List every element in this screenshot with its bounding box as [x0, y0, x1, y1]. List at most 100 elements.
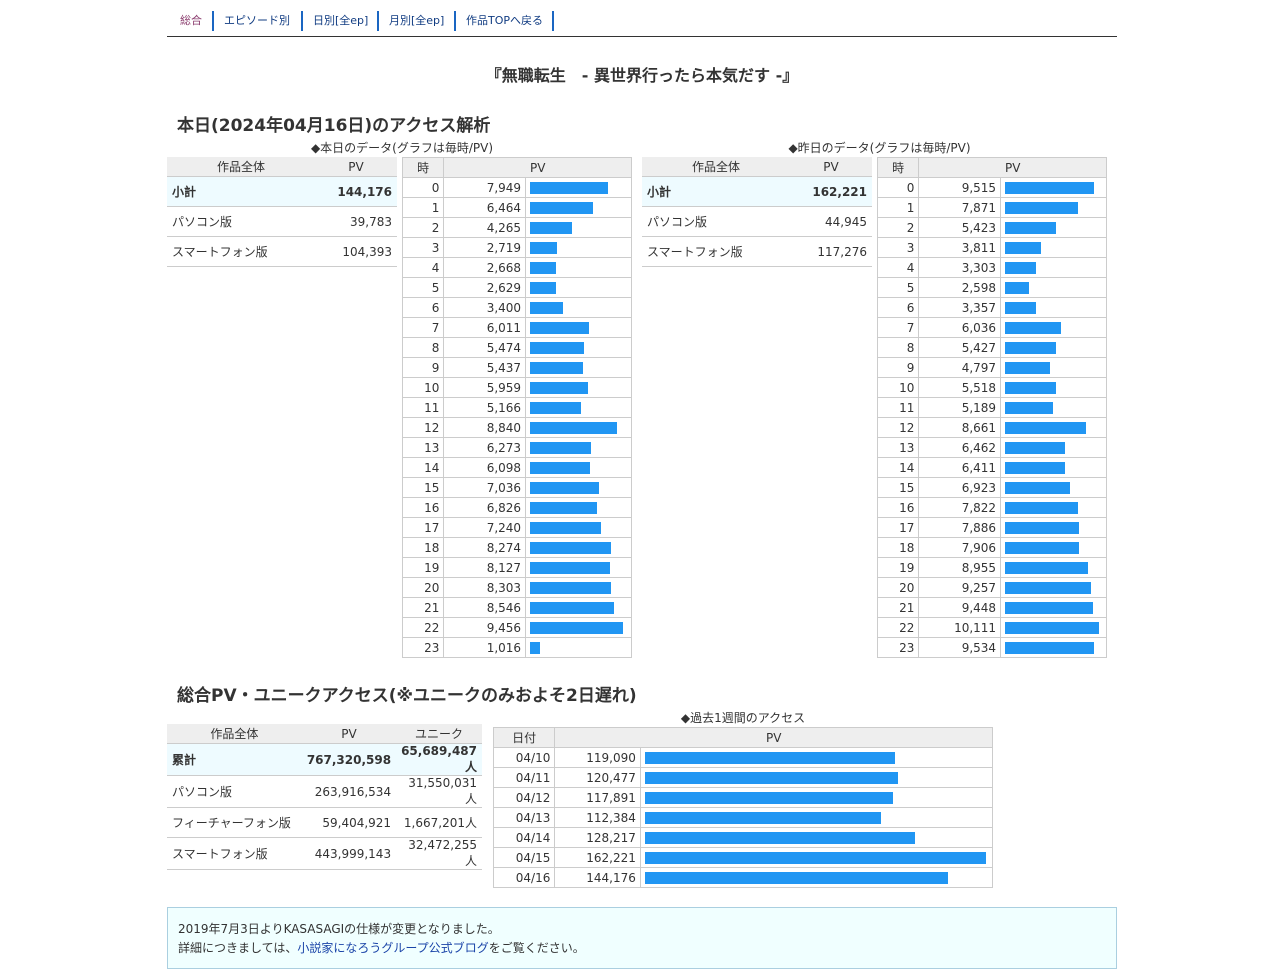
- bar-cell: [525, 357, 632, 378]
- table-row: 23 9,534: [876, 637, 1107, 658]
- nav-divider: [552, 11, 554, 31]
- bar-cell: [639, 787, 994, 808]
- row-label: スマートフォン版: [167, 236, 315, 267]
- row-label: 6: [876, 297, 920, 318]
- bar-cell: [525, 257, 632, 278]
- table-row: 17 7,240: [401, 517, 632, 538]
- row-pv: 39,783: [315, 206, 397, 237]
- table-row: 5 2,598: [876, 277, 1107, 298]
- row-pv: 6,462: [918, 437, 1002, 458]
- pv-bar: [530, 241, 558, 254]
- row-pv: 8,840: [443, 417, 527, 438]
- pv-bar: [530, 341, 585, 354]
- table-row: 14 6,411: [876, 457, 1107, 478]
- nav-episode[interactable]: エピソード別: [224, 14, 290, 27]
- pv-bar: [644, 851, 986, 864]
- row-pv: 6,036: [918, 317, 1002, 338]
- row-label: 4: [876, 257, 920, 278]
- row-label: 16: [401, 497, 445, 518]
- row-pv: 6,011: [443, 317, 527, 338]
- bar-cell: [525, 377, 632, 398]
- table-row: 20 8,303: [401, 577, 632, 598]
- row-unique: 32,472,255人: [396, 837, 482, 870]
- row-pv: 9,257: [918, 577, 1002, 598]
- bar-cell: [639, 867, 994, 888]
- col-header: PV: [918, 157, 1107, 178]
- table-row: 10 5,518: [876, 377, 1107, 398]
- table-row: 6 3,400: [401, 297, 632, 318]
- table-header: 時 PV: [401, 157, 632, 178]
- notice-box: 2019年7月3日よりKASASAGIの仕様が変更となりました。 詳細につきまし…: [167, 907, 1117, 969]
- table-row: スマートフォン版 443,999,143 32,472,255人: [167, 837, 482, 870]
- bar-cell: [525, 197, 632, 218]
- pv-bar: [1005, 521, 1080, 534]
- nav-divider: [454, 11, 456, 31]
- row-label: 9: [876, 357, 920, 378]
- row-label: 13: [876, 437, 920, 458]
- row-label: 3: [401, 237, 445, 258]
- row-label: 21: [876, 597, 920, 618]
- row-label: 17: [401, 517, 445, 538]
- bar-cell: [525, 597, 632, 618]
- row-pv: 8,955: [918, 557, 1002, 578]
- table-row: 6 3,357: [876, 297, 1107, 318]
- pv-bar: [530, 541, 612, 554]
- pv-bar: [530, 321, 590, 334]
- row-label: 5: [401, 277, 445, 298]
- row-pv: 5,474: [443, 337, 527, 358]
- row-label: 累計: [167, 743, 302, 776]
- bar-cell: [639, 807, 994, 828]
- row-pv: 5,959: [443, 377, 527, 398]
- row-pv: 3,303: [918, 257, 1002, 278]
- table-row: 小計 162,221: [642, 176, 872, 207]
- pv-bar: [530, 461, 591, 474]
- row-pv: 5,437: [443, 357, 527, 378]
- bar-cell: [1000, 417, 1107, 438]
- row-label: 19: [401, 557, 445, 578]
- row-pv: 7,036: [443, 477, 527, 498]
- row-label: 8: [401, 337, 445, 358]
- nav-work-top[interactable]: 作品TOPへ戻る: [466, 14, 544, 27]
- table-row: パソコン版 44,945: [642, 206, 872, 237]
- pv-bar: [530, 181, 609, 194]
- pv-bar: [1005, 441, 1066, 454]
- pv-bar: [644, 831, 915, 844]
- official-blog-link[interactable]: 小説家になろうグループ公式ブログ: [297, 941, 489, 955]
- pv-bar: [530, 441, 592, 454]
- row-label: 1: [401, 197, 445, 218]
- bar-cell: [1000, 317, 1107, 338]
- nav-monthly[interactable]: 月別[全ep]: [389, 14, 445, 27]
- row-pv: 2,598: [918, 277, 1002, 298]
- row-pv: 5,427: [918, 337, 1002, 358]
- bar-cell: [1000, 297, 1107, 318]
- row-label: 0: [401, 177, 445, 198]
- notice-line-2: 詳細につきましては、小説家になろうグループ公式ブログをご覧ください。: [178, 939, 585, 956]
- pv-bar: [530, 401, 582, 414]
- nav-summary[interactable]: 総合: [180, 14, 202, 27]
- row-pv: 120,477: [554, 767, 641, 788]
- table-row: 16 6,826: [401, 497, 632, 518]
- row-label: 16: [876, 497, 920, 518]
- row-label: スマートフォン版: [642, 236, 790, 267]
- bar-cell: [525, 217, 632, 238]
- bar-cell: [1000, 437, 1107, 458]
- table-row: 12 8,661: [876, 417, 1107, 438]
- week-caption: ◆過去1週間のアクセス: [680, 711, 806, 725]
- row-pv: 5,423: [918, 217, 1002, 238]
- nav-daily[interactable]: 日別[全ep]: [313, 14, 369, 27]
- pv-bar: [530, 641, 541, 654]
- table-row: 8 5,474: [401, 337, 632, 358]
- row-label: 5: [876, 277, 920, 298]
- pv-bar: [1005, 261, 1037, 274]
- table-row: 04/16 144,176: [492, 867, 994, 888]
- col-header: 作品全体: [642, 157, 790, 177]
- row-label: 04/15: [492, 847, 556, 868]
- row-label: 04/11: [492, 767, 556, 788]
- bar-cell: [1000, 277, 1107, 298]
- row-pv: 2,668: [443, 257, 527, 278]
- pv-bar: [1005, 601, 1094, 614]
- top-nav: 総合 エピソード別 日別[全ep] 月別[全ep] 作品TOPへ戻る: [167, 10, 1117, 37]
- pv-bar: [530, 221, 573, 234]
- row-pv: 8,127: [443, 557, 527, 578]
- bar-cell: [1000, 177, 1107, 198]
